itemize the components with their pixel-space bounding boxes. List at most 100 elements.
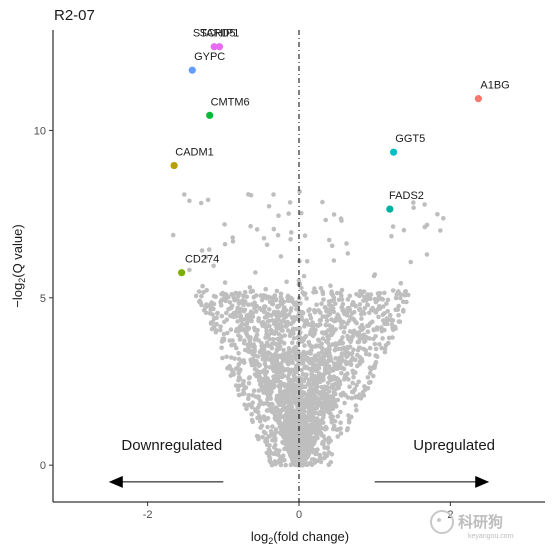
background-point <box>231 370 236 376</box>
background-point <box>313 388 318 393</box>
background-point <box>253 270 258 275</box>
background-point <box>350 300 356 305</box>
background-point <box>205 197 211 203</box>
background-point <box>400 299 406 305</box>
background-point <box>362 305 368 311</box>
background-point <box>264 436 270 441</box>
background-point <box>355 352 360 358</box>
background-point <box>368 292 374 297</box>
background-point <box>335 397 341 403</box>
background-point <box>273 427 279 432</box>
background-point <box>365 329 371 335</box>
background-point <box>396 303 402 309</box>
background-point <box>200 283 205 289</box>
background-point <box>331 426 336 432</box>
background-point <box>336 385 341 391</box>
background-point <box>242 289 248 295</box>
background-point <box>292 409 298 414</box>
background-point <box>321 441 326 447</box>
background-point <box>265 343 271 348</box>
background-point <box>331 309 337 315</box>
watermark-url: keyangou.com <box>468 533 514 540</box>
background-point <box>297 352 303 357</box>
background-point <box>313 344 318 349</box>
background-point <box>281 347 286 353</box>
background-point <box>314 353 319 359</box>
background-point <box>345 395 351 400</box>
background-point <box>289 230 294 235</box>
background-point <box>274 346 280 352</box>
background-point <box>299 317 305 322</box>
background-point <box>441 216 446 221</box>
background-point <box>261 401 266 407</box>
background-point <box>379 296 385 302</box>
background-point <box>284 279 289 285</box>
background-point <box>245 302 251 308</box>
background-point <box>230 239 236 244</box>
background-point <box>270 295 275 300</box>
background-point <box>438 228 443 233</box>
background-point <box>199 248 205 253</box>
background-point <box>218 327 223 333</box>
background-point <box>247 338 253 344</box>
background-point <box>336 427 342 432</box>
background-point <box>250 392 255 398</box>
background-point <box>204 288 209 293</box>
background-point <box>235 308 240 313</box>
background-points <box>170 189 446 468</box>
background-point <box>314 363 319 368</box>
background-point <box>386 340 391 346</box>
background-point <box>375 291 381 296</box>
background-point <box>187 267 192 273</box>
background-point <box>280 328 285 333</box>
background-point <box>331 258 337 263</box>
background-point <box>271 385 277 390</box>
background-point <box>338 341 344 346</box>
background-point <box>321 297 326 302</box>
background-point <box>354 292 359 297</box>
background-point <box>236 362 242 367</box>
background-point <box>326 395 332 401</box>
background-point <box>321 393 327 398</box>
y-axis-title: −log2(Q value) <box>10 224 27 307</box>
background-point <box>335 434 341 439</box>
background-point <box>312 286 317 291</box>
background-point <box>317 400 323 405</box>
background-point <box>329 376 335 381</box>
background-point <box>381 304 386 309</box>
background-point <box>321 331 327 336</box>
background-point <box>276 399 281 405</box>
background-point <box>241 293 246 299</box>
gene-label: FADS2 <box>389 190 424 202</box>
x-tick-label: 0 <box>296 509 302 521</box>
background-point <box>267 323 272 329</box>
background-point <box>360 309 366 315</box>
background-point <box>312 382 318 388</box>
background-point <box>334 342 339 348</box>
background-point <box>318 431 324 436</box>
background-point <box>318 459 324 465</box>
background-point <box>338 420 343 426</box>
background-point <box>258 399 263 404</box>
background-point <box>373 346 379 352</box>
background-point <box>329 303 335 309</box>
background-point <box>236 392 242 398</box>
background-point <box>306 391 311 397</box>
gene-label: GGT5 <box>395 133 425 145</box>
background-point <box>304 372 309 378</box>
background-point <box>329 330 335 335</box>
background-point <box>322 437 328 443</box>
background-point <box>350 316 356 322</box>
background-point <box>285 293 291 299</box>
background-point <box>334 290 340 296</box>
background-point <box>246 393 251 398</box>
background-point <box>379 328 385 334</box>
background-point <box>257 306 263 311</box>
x-axis-title-main: log <box>251 529 268 544</box>
background-point <box>304 296 309 301</box>
background-point <box>258 382 263 387</box>
background-point <box>272 451 278 457</box>
background-point <box>249 302 255 307</box>
background-point <box>286 412 292 417</box>
background-point <box>215 311 220 316</box>
